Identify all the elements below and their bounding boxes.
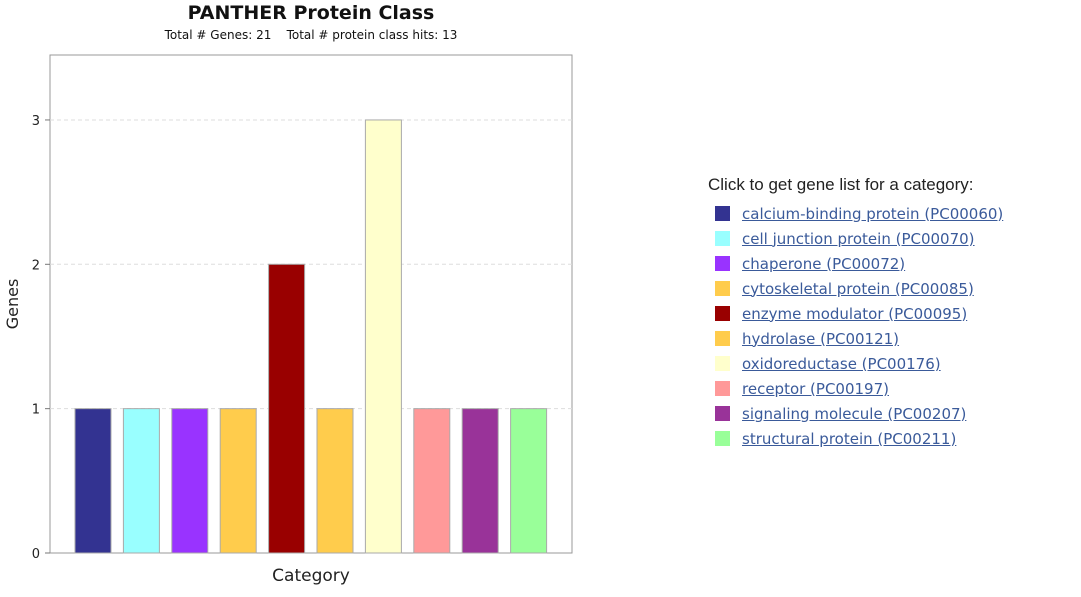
bar-10[interactable] <box>510 408 548 554</box>
legend-swatch <box>715 331 730 346</box>
legend-link[interactable]: cell junction protein (PC00070) <box>742 229 975 248</box>
legend-item[interactable]: cytoskeletal protein (PC00085) <box>708 276 1003 301</box>
legend-link[interactable]: receptor (PC00197) <box>742 379 889 398</box>
y-tick-label: 2 <box>32 258 40 273</box>
bar-1[interactable] <box>74 408 112 554</box>
legend-swatch <box>715 281 730 296</box>
legend-swatch <box>715 356 730 371</box>
bar-5[interactable] <box>268 263 306 554</box>
bar-3[interactable] <box>171 408 209 554</box>
legend-swatch <box>715 431 730 446</box>
y-tick-label: 0 <box>32 547 40 562</box>
bar-8[interactable] <box>413 408 451 554</box>
legend-item[interactable]: structural protein (PC00211) <box>708 426 1003 451</box>
legend-link[interactable]: signaling molecule (PC00207) <box>742 404 967 423</box>
legend-item[interactable]: chaperone (PC00072) <box>708 251 1003 276</box>
y-axis-label: Genes <box>3 279 22 330</box>
legend-list: calcium-binding protein (PC00060) cell ju… <box>708 201 1003 451</box>
legend-link[interactable]: chaperone (PC00072) <box>742 254 906 273</box>
y-tick-label: 3 <box>32 114 40 129</box>
legend-item[interactable]: receptor (PC00197) <box>708 376 1003 401</box>
legend-link[interactable]: enzyme modulator (PC00095) <box>742 304 968 323</box>
legend-swatch <box>715 256 730 271</box>
legend-item[interactable]: cell junction protein (PC00070) <box>708 226 1003 251</box>
legend-item[interactable]: oxidoreductase (PC00176) <box>708 351 1003 376</box>
legend-swatch <box>715 231 730 246</box>
legend-link[interactable]: calcium-binding protein (PC00060) <box>742 204 1004 223</box>
legend-swatch <box>715 306 730 321</box>
y-axis-ticks: 0 1 2 3 <box>32 114 50 562</box>
bar-9[interactable] <box>461 408 499 554</box>
bar-4[interactable] <box>219 408 257 554</box>
legend-swatch <box>715 206 730 221</box>
legend-item[interactable]: calcium-binding protein (PC00060) <box>708 201 1003 226</box>
legend-swatch <box>715 406 730 421</box>
legend-heading: Click to get gene list for a category: <box>708 175 974 194</box>
bars[interactable] <box>74 119 548 554</box>
bar-chart: 0 1 2 3 Genes Category <box>3 54 573 586</box>
legend-link[interactable]: hydrolase (PC00121) <box>742 329 900 348</box>
bar-6[interactable] <box>316 408 354 554</box>
legend: Click to get gene list for a category: c… <box>708 175 1003 451</box>
chart-subtitle: Total # Genes: 21 Total # protein class … <box>164 28 458 42</box>
y-tick-label: 1 <box>32 403 40 418</box>
legend-swatch <box>715 381 730 396</box>
legend-link[interactable]: cytoskeletal protein (PC00085) <box>742 279 974 298</box>
legend-item[interactable]: enzyme modulator (PC00095) <box>708 301 1003 326</box>
chart-title: PANTHER Protein Class <box>187 2 435 24</box>
legend-link[interactable]: structural protein (PC00211) <box>742 429 957 448</box>
bar-7[interactable] <box>364 119 402 554</box>
x-axis-label: Category <box>272 566 350 586</box>
bar-2[interactable] <box>122 408 160 554</box>
legend-item[interactable]: signaling molecule (PC00207) <box>708 401 1003 426</box>
legend-link[interactable]: oxidoreductase (PC00176) <box>742 354 941 373</box>
legend-item[interactable]: hydrolase (PC00121) <box>708 326 1003 351</box>
